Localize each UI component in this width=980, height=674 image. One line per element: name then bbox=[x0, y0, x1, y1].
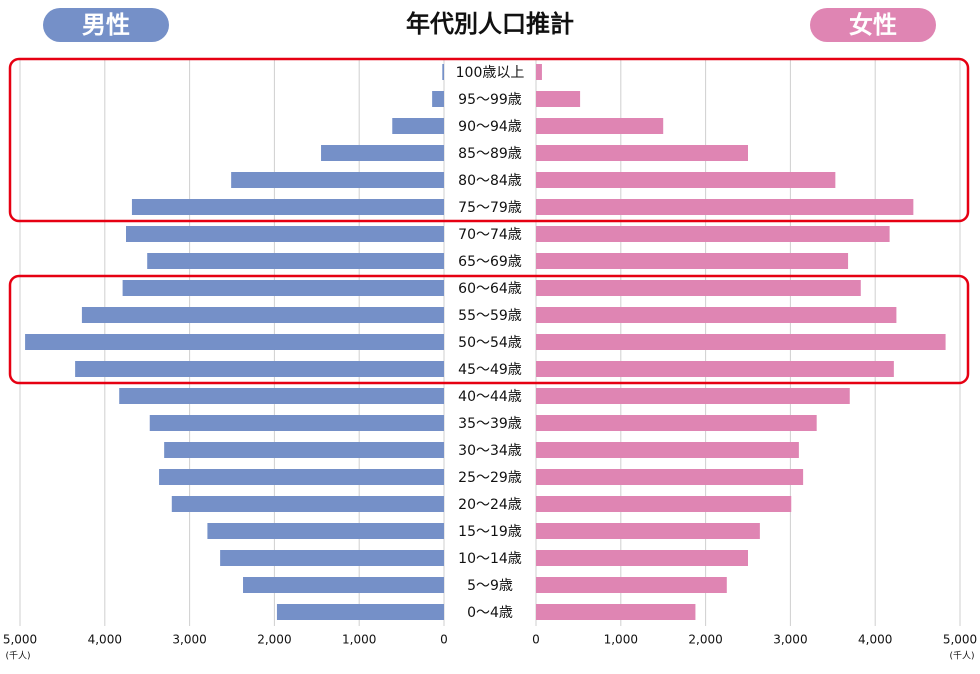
category-label: 90～94歳 bbox=[458, 119, 522, 135]
bar bbox=[392, 118, 444, 134]
bar bbox=[149, 415, 444, 431]
bar bbox=[321, 145, 444, 161]
bar bbox=[171, 496, 445, 512]
bar bbox=[159, 469, 444, 485]
bar bbox=[442, 64, 444, 80]
category-label: 20～24歳 bbox=[458, 497, 522, 513]
bar bbox=[75, 361, 445, 377]
bar bbox=[536, 577, 727, 593]
x-tick-label: 2,000 bbox=[257, 633, 291, 647]
x-tick-label: 3,000 bbox=[773, 633, 807, 647]
bar bbox=[536, 64, 542, 80]
category-label: 0～4歳 bbox=[467, 605, 513, 621]
bar bbox=[164, 442, 444, 458]
category-label: 70～74歳 bbox=[458, 227, 522, 243]
bar bbox=[207, 523, 444, 539]
bar bbox=[220, 550, 444, 566]
x-tick-label: 0 bbox=[532, 633, 540, 647]
category-label: 25～29歳 bbox=[458, 470, 522, 486]
bar bbox=[25, 334, 444, 350]
category-label: 35～39歳 bbox=[458, 416, 522, 432]
legend-swatch bbox=[43, 8, 169, 42]
bar bbox=[243, 577, 444, 593]
bar bbox=[536, 388, 850, 404]
chart-title: 年代別人口推計 bbox=[406, 10, 574, 38]
bar bbox=[119, 388, 444, 404]
bar bbox=[147, 253, 444, 269]
bar bbox=[536, 496, 792, 512]
category-label: 95～99歳 bbox=[458, 92, 522, 108]
x-tick-label: 2,000 bbox=[688, 633, 722, 647]
category-label: 60～64歳 bbox=[458, 281, 522, 297]
bar bbox=[126, 226, 444, 242]
bar bbox=[536, 523, 760, 539]
category-label: 55～59歳 bbox=[458, 308, 522, 324]
x-tick-label: 5,000 bbox=[3, 633, 37, 647]
bar bbox=[536, 280, 861, 296]
legend-label: 女性 bbox=[849, 11, 897, 39]
bar bbox=[122, 280, 444, 296]
x-unit: (千人) bbox=[5, 651, 30, 662]
bar bbox=[231, 172, 444, 188]
bar bbox=[432, 91, 444, 107]
bar bbox=[536, 253, 849, 269]
bar bbox=[536, 469, 804, 485]
category-label: 65～69歳 bbox=[458, 254, 522, 270]
legend-swatch bbox=[810, 8, 936, 42]
bar bbox=[536, 307, 897, 323]
x-tick-label: 4,000 bbox=[858, 633, 892, 647]
x-tick-label: 3,000 bbox=[172, 633, 206, 647]
highlight-box bbox=[8, 274, 970, 385]
highlight-box bbox=[8, 57, 970, 223]
x-tick-label: 4,000 bbox=[88, 633, 122, 647]
bar bbox=[536, 604, 696, 620]
category-label: 85～89歳 bbox=[458, 146, 522, 162]
bar bbox=[276, 604, 444, 620]
bar bbox=[536, 118, 664, 134]
category-label: 15～19歳 bbox=[458, 524, 522, 540]
category-label: 10～14歳 bbox=[458, 551, 522, 567]
bar bbox=[536, 145, 748, 161]
category-label: 50～54歳 bbox=[458, 335, 522, 351]
category-label: 5～9歳 bbox=[467, 578, 513, 594]
bar bbox=[536, 91, 581, 107]
legend-label: 男性 bbox=[82, 11, 130, 39]
bar bbox=[536, 172, 836, 188]
category-label: 30～34歳 bbox=[458, 443, 522, 459]
bar bbox=[536, 415, 817, 431]
bar bbox=[536, 334, 946, 350]
x-tick-label: 1,000 bbox=[342, 633, 376, 647]
x-unit: (千人) bbox=[949, 651, 974, 662]
bar bbox=[81, 307, 445, 323]
bar bbox=[536, 199, 914, 215]
bar bbox=[536, 442, 799, 458]
x-tick-label: 0 bbox=[440, 633, 448, 647]
category-label: 80～84歳 bbox=[458, 173, 522, 189]
x-tick-label: 1,000 bbox=[604, 633, 638, 647]
marks bbox=[25, 64, 946, 620]
bar bbox=[536, 226, 890, 242]
category-label: 75～79歳 bbox=[458, 200, 522, 216]
x-tick-label: 5,000 bbox=[943, 633, 977, 647]
category-label: 45～49歳 bbox=[458, 362, 522, 378]
bar bbox=[536, 550, 748, 566]
bar bbox=[536, 361, 894, 377]
category-label: 40～44歳 bbox=[458, 389, 522, 405]
category-label: 100歳以上 bbox=[456, 65, 525, 81]
bar bbox=[131, 199, 444, 215]
